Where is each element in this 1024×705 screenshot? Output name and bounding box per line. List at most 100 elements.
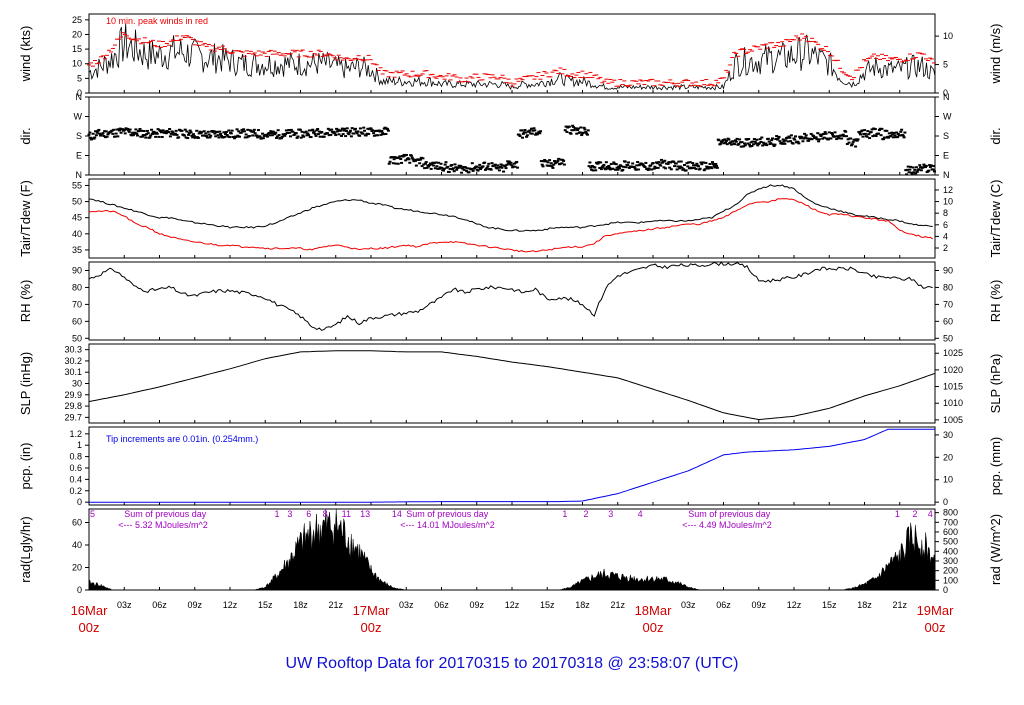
dir-point [572, 129, 576, 132]
dir-point [421, 157, 425, 160]
y-tick-label-left: 0.4 [69, 474, 82, 484]
dir-point [767, 140, 771, 143]
dir-point [313, 133, 317, 136]
dir-point [228, 136, 232, 139]
dir-point [136, 134, 140, 137]
dir-point [715, 166, 719, 169]
dir-point [163, 131, 167, 134]
dir-point [817, 138, 821, 141]
dir-point [275, 136, 279, 139]
dir-point [525, 135, 529, 138]
dir-point [253, 132, 257, 135]
y-tick-label-right: 12 [943, 185, 953, 195]
dir-point [549, 162, 553, 165]
dir-point [88, 131, 92, 134]
y-tick-label-left: 0 [77, 585, 82, 595]
dir-point [157, 135, 161, 138]
dir-point [599, 168, 603, 171]
dir-point [191, 133, 195, 136]
dir-point [844, 130, 848, 133]
dir-point [307, 134, 311, 137]
dir-point [398, 155, 402, 158]
dir-point [485, 166, 489, 169]
dir-point [664, 167, 668, 170]
dir-point [662, 166, 666, 169]
x-day-label: 17Mar [353, 603, 391, 618]
y-tick-label-right: 400 [943, 546, 958, 556]
y-tick-label-left: 5 [77, 73, 82, 83]
dir-point [699, 161, 703, 164]
dir-point [861, 135, 865, 138]
y-tick-label-right: 200 [943, 566, 958, 576]
panel-frame [88, 508, 936, 591]
dir-point [224, 133, 228, 136]
dir-point [845, 143, 849, 146]
dir-point [379, 133, 383, 136]
panel-frame [88, 261, 936, 341]
dir-point [584, 131, 588, 134]
dir-point [787, 135, 791, 138]
rad-tip-number: 4 [638, 509, 643, 519]
dir-point [791, 142, 795, 145]
dir-point [216, 134, 220, 137]
y-tick-label-right: 500 [943, 537, 958, 547]
dir-point [770, 139, 774, 142]
dir-point [725, 143, 729, 146]
dir-point [242, 130, 246, 133]
dir-point [704, 161, 708, 164]
dir-point [849, 144, 853, 147]
dir-point [927, 169, 931, 172]
dir-point [185, 130, 189, 133]
dir-point [773, 143, 777, 146]
dir-point [464, 166, 468, 169]
dir-point [511, 165, 515, 168]
dir-point [270, 134, 274, 137]
dir-point [182, 134, 186, 137]
dir-point [882, 138, 886, 141]
dir-point [724, 139, 728, 142]
x-day-hour-label: 00z [643, 620, 664, 635]
dir-point [517, 133, 521, 136]
dir-point [797, 142, 801, 145]
dir-point [598, 166, 602, 169]
dir-point [684, 169, 688, 172]
dir-point [504, 167, 508, 170]
rad-tip-number: 3 [287, 509, 292, 519]
x-hour-label: 03z [117, 600, 132, 610]
dir-point [650, 168, 654, 171]
dir-point [868, 137, 872, 140]
dir-point [600, 166, 604, 169]
dir-point [581, 131, 585, 134]
dir-point [711, 163, 715, 166]
dir-point [803, 132, 807, 135]
dir-point [124, 127, 128, 130]
dir-point [99, 134, 103, 137]
dir-point [431, 161, 435, 164]
dir-point [215, 131, 219, 134]
dir-point [483, 161, 487, 164]
dir-point [246, 128, 250, 131]
dir-point [729, 143, 733, 146]
dir-point [174, 129, 178, 132]
dir-point [567, 125, 571, 128]
dir-point [815, 138, 819, 141]
dir-point [353, 127, 357, 130]
dir-point [252, 130, 255, 133]
x-hour-label: 21z [892, 600, 907, 610]
x-hour-label: 18z [575, 600, 590, 610]
dir-point [865, 135, 869, 138]
rad-sum-value: <--- 5.32 MJoules/m^2 [118, 520, 208, 530]
dir-point [636, 161, 640, 164]
dir-point [207, 133, 211, 136]
dir-point [827, 131, 831, 134]
dir-point [643, 166, 647, 169]
dir-point [839, 134, 843, 137]
dir-point [221, 136, 225, 139]
dir-point [846, 138, 850, 141]
dir-point [198, 130, 202, 133]
dir-point [153, 132, 157, 135]
y-tick-label-right: 800 [943, 508, 958, 518]
dir-point [419, 156, 423, 159]
dir-point [374, 134, 378, 137]
